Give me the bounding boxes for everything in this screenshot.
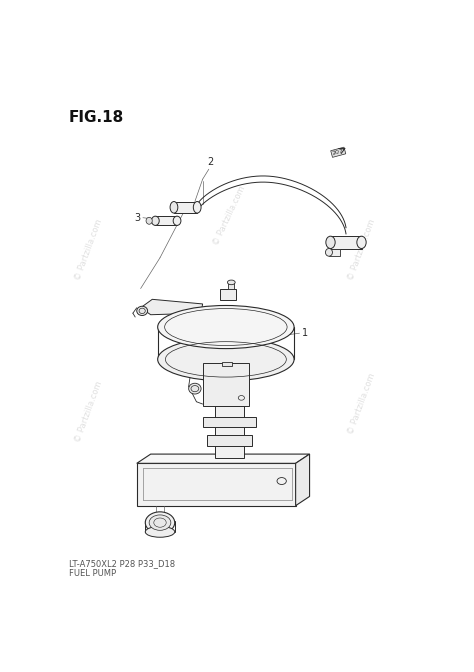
Text: © Partzilla.com: © Partzilla.com: [212, 184, 247, 247]
Ellipse shape: [228, 280, 235, 285]
Polygon shape: [220, 288, 236, 300]
Polygon shape: [207, 435, 252, 446]
Text: FIG.18: FIG.18: [69, 110, 124, 125]
Polygon shape: [141, 299, 202, 314]
Text: FUEL PUMP: FUEL PUMP: [69, 569, 116, 578]
Polygon shape: [330, 236, 362, 249]
Ellipse shape: [170, 202, 178, 213]
Text: © Partzilla.com: © Partzilla.com: [73, 218, 104, 282]
Polygon shape: [155, 216, 177, 225]
Ellipse shape: [149, 515, 171, 530]
Ellipse shape: [145, 512, 175, 534]
Ellipse shape: [326, 249, 332, 256]
Polygon shape: [228, 282, 234, 288]
Text: 1: 1: [302, 328, 308, 338]
Ellipse shape: [326, 236, 335, 249]
Ellipse shape: [145, 526, 175, 537]
Text: 3: 3: [135, 213, 141, 222]
Ellipse shape: [357, 236, 366, 249]
Ellipse shape: [137, 306, 147, 315]
Polygon shape: [174, 202, 197, 213]
Polygon shape: [137, 454, 310, 463]
Polygon shape: [202, 364, 249, 406]
Text: © Partzilla.com: © Partzilla.com: [73, 380, 104, 444]
Polygon shape: [296, 454, 310, 506]
Text: 2: 2: [207, 157, 213, 167]
Text: © Partzilla.com: © Partzilla.com: [346, 218, 377, 282]
Polygon shape: [203, 417, 256, 427]
Text: 207: 207: [332, 149, 345, 156]
Polygon shape: [215, 406, 245, 458]
Ellipse shape: [158, 306, 294, 349]
Text: LT-A750XL2 P28 P33_D18: LT-A750XL2 P28 P33_D18: [69, 560, 175, 569]
Ellipse shape: [193, 202, 201, 213]
Polygon shape: [137, 463, 296, 506]
Text: © Partzilla.com: © Partzilla.com: [346, 372, 377, 436]
Ellipse shape: [158, 338, 294, 381]
Ellipse shape: [173, 216, 181, 225]
Ellipse shape: [189, 383, 201, 394]
Ellipse shape: [152, 216, 159, 225]
Polygon shape: [222, 362, 232, 366]
Ellipse shape: [146, 217, 152, 224]
Polygon shape: [329, 249, 340, 256]
